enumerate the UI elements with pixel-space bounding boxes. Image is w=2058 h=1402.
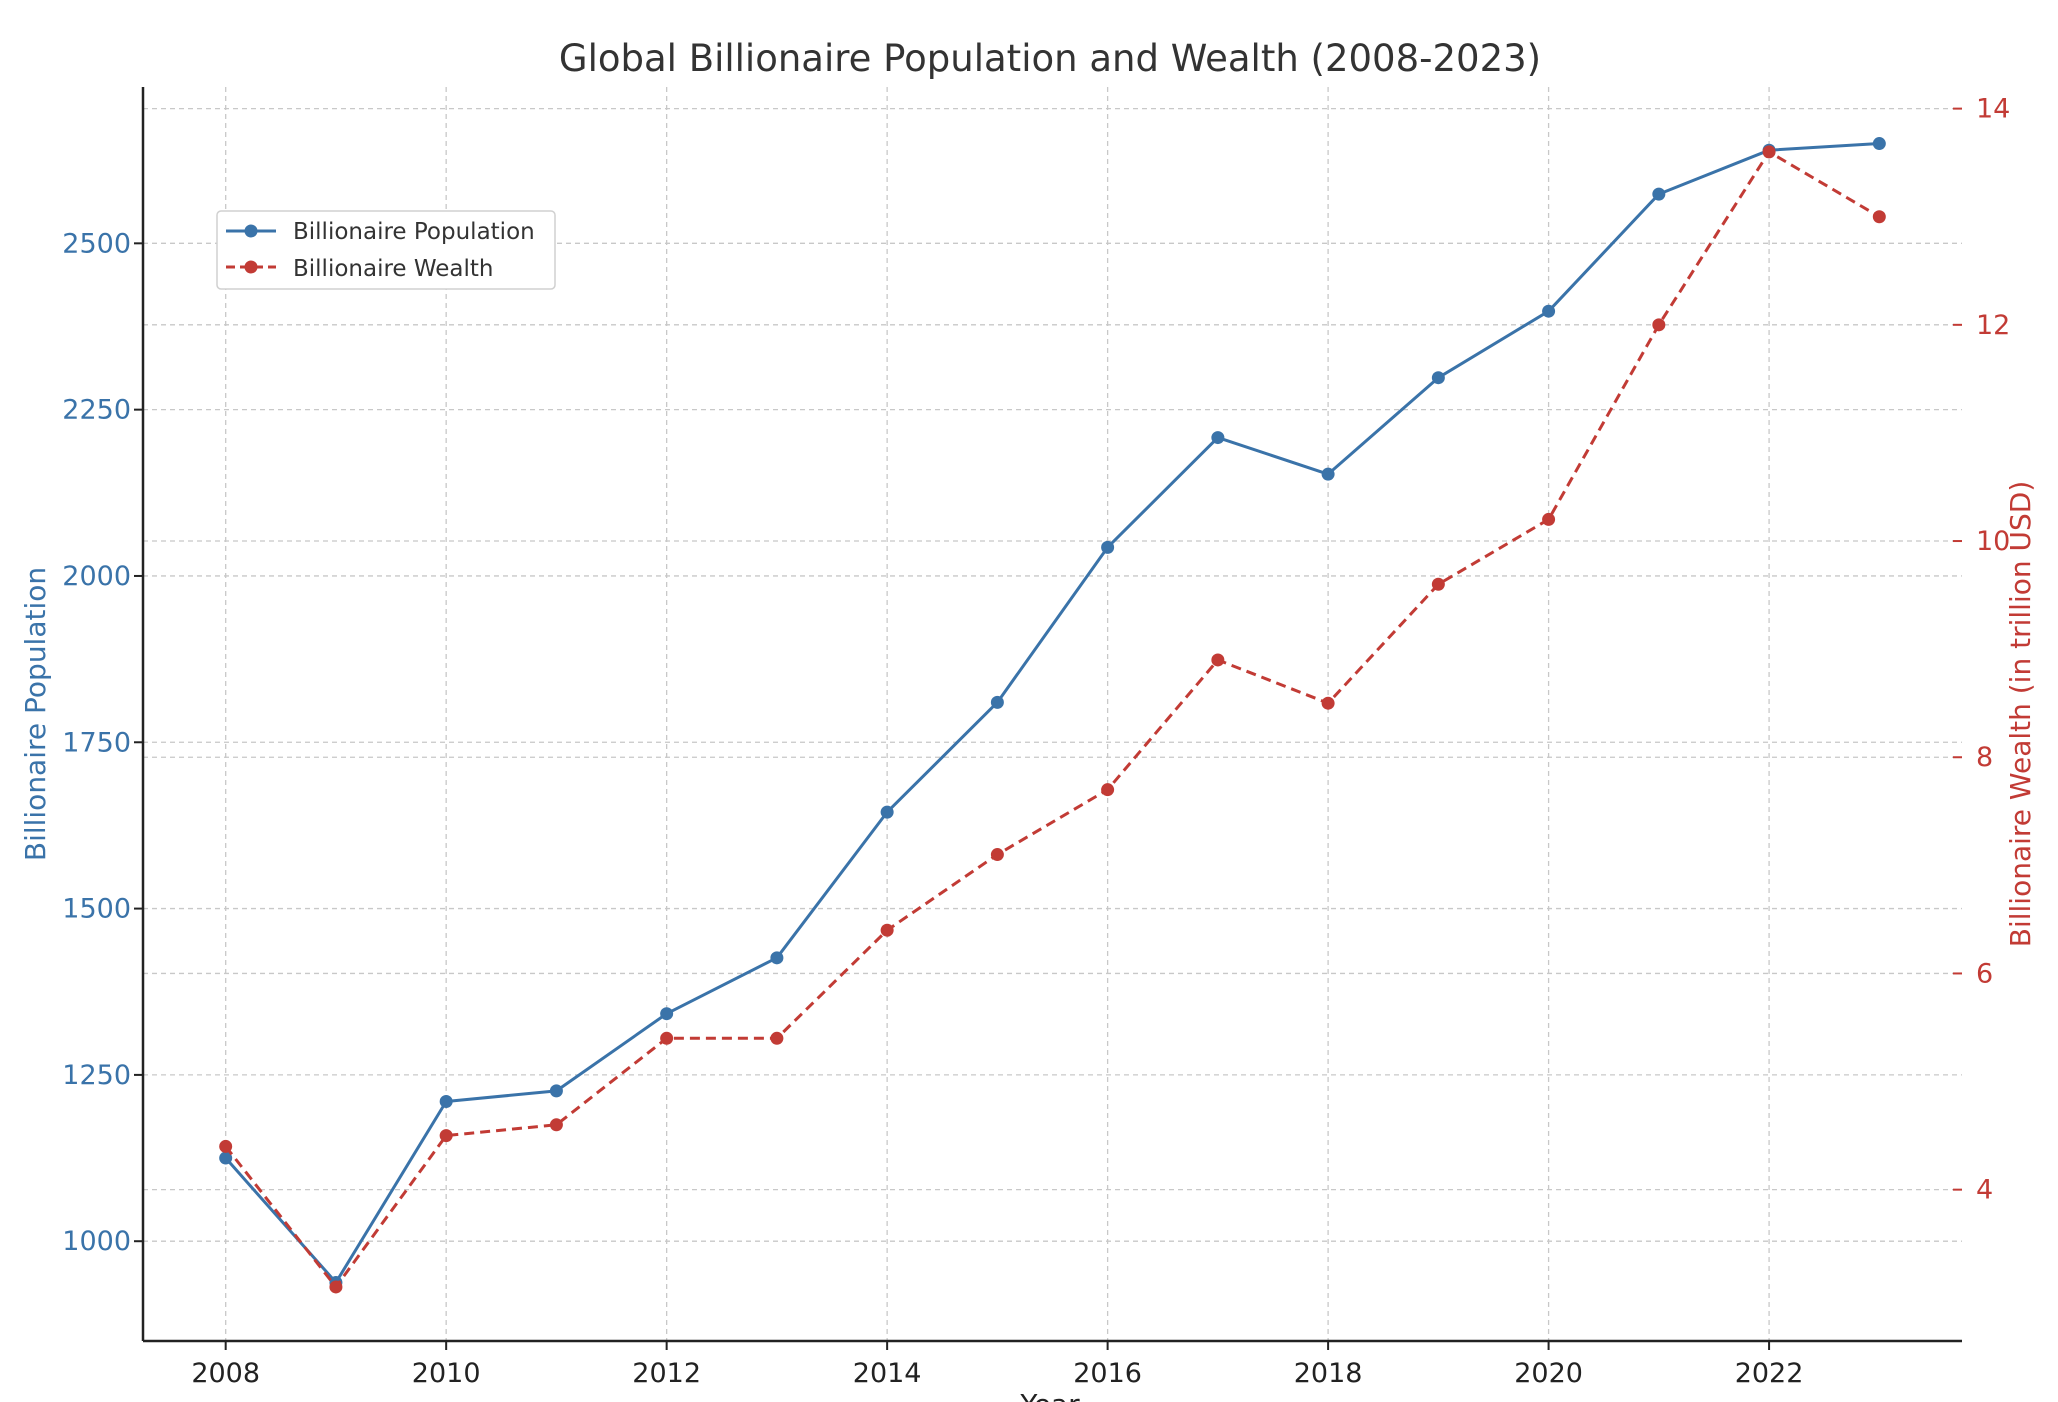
left-tick-label-2250: 2250 (62, 395, 131, 426)
series-line-billionaire-wealth (224, 150, 1881, 1289)
legend-label-population: Billionaire Population (293, 219, 535, 245)
grid (143, 87, 1962, 1341)
point-billionaire-population-2017 (1211, 431, 1225, 445)
right-tick-label-4: 4 (1976, 1175, 1993, 1206)
legend-marker-population (244, 224, 258, 238)
point-billionaire-population-2013 (770, 951, 784, 965)
legend-marker-wealth (244, 260, 258, 274)
point-billionaire-population-2019 (1431, 371, 1445, 385)
legend-label-wealth: Billionaire Wealth (293, 256, 494, 282)
point-billionaire-wealth-2011 (549, 1118, 563, 1132)
right-tick-label-12: 12 (1976, 310, 2010, 341)
point-billionaire-population-2011 (549, 1084, 563, 1098)
left-tick-label-1750: 1750 (62, 727, 131, 758)
point-billionaire-wealth-2018 (1321, 696, 1335, 710)
point-billionaire-population-2015 (990, 695, 1004, 709)
point-billionaire-population-2016 (1101, 540, 1115, 554)
point-billionaire-wealth-2020 (1542, 512, 1556, 526)
left-tick-label-1000: 1000 (62, 1226, 131, 1257)
point-billionaire-wealth-2012 (660, 1031, 674, 1045)
point-billionaire-wealth-2023 (1872, 210, 1886, 224)
point-billionaire-wealth-2009 (329, 1280, 343, 1294)
point-billionaire-wealth-2008 (219, 1139, 233, 1153)
point-billionaire-wealth-2022 (1762, 145, 1776, 159)
point-billionaire-population-2012 (660, 1007, 674, 1021)
x-axis-title: Year (1019, 1388, 1080, 1402)
left-tick-label-2500: 2500 (62, 228, 131, 259)
point-billionaire-wealth-2016 (1101, 783, 1115, 797)
series-line-billionaire-population (224, 142, 1880, 1284)
axes (134, 87, 1962, 1350)
left-tick-label-1500: 1500 (62, 894, 131, 925)
point-billionaire-population-2021 (1652, 187, 1666, 201)
x-tick-label-2020: 2020 (1514, 1358, 1583, 1389)
point-billionaire-wealth-2010 (439, 1129, 453, 1143)
point-billionaire-wealth-2017 (1211, 653, 1225, 667)
right-tick-label-10: 10 (1976, 526, 2010, 557)
right-tick-label-6: 6 (1976, 958, 1993, 989)
series (219, 137, 1886, 1294)
right-axis-title: Billionaire Wealth (in trillion USD) (2004, 481, 2037, 947)
tick-labels: 2008 2010 2012 2014 2016 2018 2020 2022 1000 1250… (62, 94, 2010, 1389)
x-tick-label-2018: 2018 (1294, 1358, 1363, 1389)
left-tick-label-1250: 1250 (62, 1060, 131, 1091)
point-billionaire-population-2010 (439, 1095, 453, 1109)
right-tick-label-8: 8 (1976, 742, 1993, 773)
x-tick-label-2022: 2022 (1735, 1358, 1804, 1389)
x-tick-label-2016: 2016 (1073, 1358, 1142, 1389)
point-billionaire-wealth-2013 (770, 1031, 784, 1045)
right-tick-label-14: 14 (1976, 94, 2010, 125)
point-billionaire-population-2023 (1872, 137, 1886, 151)
x-tick-label-2010: 2010 (412, 1358, 481, 1389)
left-tick-label-2000: 2000 (62, 561, 131, 592)
point-billionaire-wealth-2015 (990, 848, 1004, 862)
legend-box (216, 210, 556, 290)
legend: Billionaire Population Billionaire Wealt… (216, 210, 556, 290)
point-billionaire-wealth-2019 (1431, 577, 1445, 591)
point-billionaire-population-2018 (1321, 467, 1335, 481)
point-billionaire-wealth-2014 (880, 923, 894, 937)
x-tick-label-2012: 2012 (632, 1358, 701, 1389)
point-billionaire-population-2014 (880, 805, 894, 819)
left-axis-title: Billionaire Population (19, 567, 52, 861)
point-billionaire-wealth-2021 (1652, 318, 1666, 332)
x-tick-label-2014: 2014 (853, 1358, 922, 1389)
x-tick-label-2008: 2008 (191, 1358, 260, 1389)
chart-title: Global Billionaire Population and Wealth… (559, 37, 1541, 80)
point-billionaire-population-2020 (1542, 304, 1556, 318)
point-billionaire-population-2008 (219, 1151, 233, 1165)
